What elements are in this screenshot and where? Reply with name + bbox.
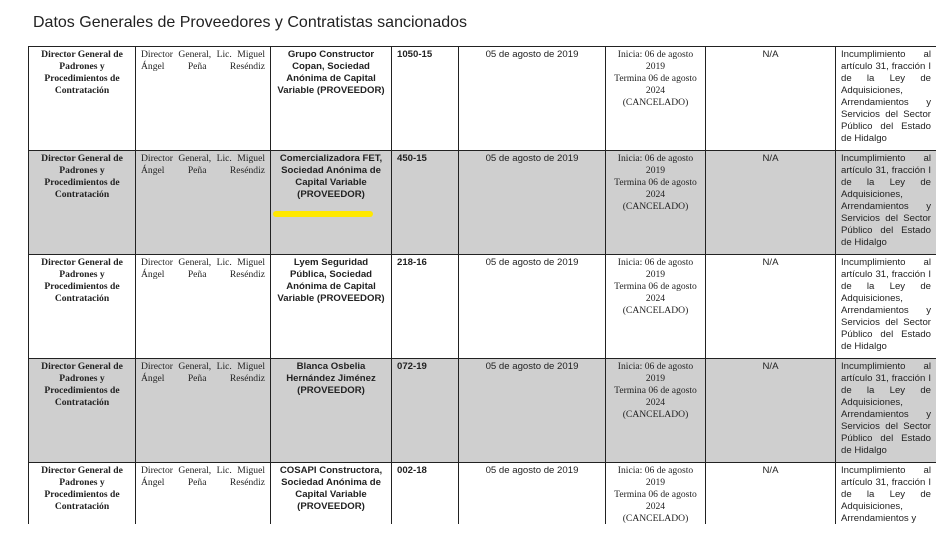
file-number: 072-19 [397, 361, 427, 372]
period-end: Termina 06 de agosto 2024 [614, 489, 697, 512]
file-number-cell: 072-19 [391, 358, 459, 463]
authority-text: Director General de Padrones y Procedimi… [41, 257, 123, 304]
company-cell: Grupo Constructor Copan, Sociedad Anónim… [270, 46, 392, 151]
sanctions-table-container: Director General de Padrones y Procedimi… [28, 46, 936, 524]
period-status: (CANCELADO) [622, 513, 689, 524]
period-start: Inicia: 06 de agosto 2019 [617, 153, 694, 176]
period-end: Termina 06 de agosto 2024 [614, 385, 697, 408]
period-cell: Inicia: 06 de agosto 2019 Termina 06 de a… [605, 358, 706, 463]
amount-cell: N/A [705, 254, 836, 359]
company-text: Grupo Constructor Copan, Sociedad Anónim… [277, 49, 385, 96]
date-cell: 05 de agosto de 2019 [458, 358, 606, 463]
official-cell: Director General, Lic. Miguel Ángel Peña… [135, 462, 271, 524]
company-cell: Comercializadora FET, Sociedad Anónima d… [270, 150, 392, 255]
authority-cell: Director General de Padrones y Procedimi… [28, 462, 136, 524]
file-number-cell: 1050-15 [391, 46, 459, 151]
table-row: Director General de Padrones y Procedimi… [28, 46, 936, 151]
amount: N/A [762, 153, 779, 164]
file-number: 450-15 [397, 153, 427, 164]
company-text: Blanca Osbelia Hernández Jiménez (PROVEE… [286, 361, 376, 396]
reason-text: Incumplimiento al artículo 31, fracción … [841, 257, 931, 352]
period-start: Inicia: 06 de agosto 2019 [617, 361, 694, 384]
company-text: Comercializadora FET, Sociedad Anónima d… [279, 153, 383, 200]
reason-cell: Incumplimiento al artículo 31, fracción … [835, 46, 936, 151]
official-cell: Director General, Lic. Miguel Ángel Peña… [135, 150, 271, 255]
date-cell: 05 de agosto de 2019 [458, 150, 606, 255]
amount-cell: N/A [705, 150, 836, 255]
period-status: (CANCELADO) [622, 409, 689, 420]
company-text: COSAPI Constructora, Sociedad Anónima de… [279, 465, 383, 512]
company-text: Lyem Seguridad Pública, Sociedad Anónima… [277, 257, 385, 304]
reason-cell: Incumplimiento al artículo 31, fracción … [835, 358, 936, 463]
period-end: Termina 06 de agosto 2024 [614, 177, 697, 200]
amount: N/A [762, 361, 779, 372]
table-row: Director General de Padrones y Procedimi… [28, 358, 936, 463]
table-row: Director General de Padrones y Procedimi… [28, 254, 936, 359]
resolution-date: 05 de agosto de 2019 [485, 465, 579, 476]
official-text: Director General, Lic. Miguel Ángel Peña… [141, 49, 265, 72]
date-cell: 05 de agosto de 2019 [458, 462, 606, 524]
period-cell: Inicia: 06 de agosto 2019 Termina 06 de a… [605, 46, 706, 151]
authority-cell: Director General de Padrones y Procedimi… [28, 254, 136, 359]
authority-cell: Director General de Padrones y Procedimi… [28, 150, 136, 255]
official-cell: Director General, Lic. Miguel Ángel Peña… [135, 46, 271, 151]
file-number-cell: 218-16 [391, 254, 459, 359]
file-number: 1050-15 [397, 49, 433, 60]
reason-text: Incumplimiento al artículo 31, fracción … [841, 153, 931, 248]
sanctions-table: Director General de Padrones y Procedimi… [28, 46, 936, 524]
reason-cell: Incumplimiento al artículo 31, fracción … [835, 254, 936, 359]
amount: N/A [762, 257, 779, 268]
file-number: 002-18 [397, 465, 427, 476]
authority-text: Director General de Padrones y Procedimi… [41, 465, 123, 512]
resolution-date: 05 de agosto de 2019 [485, 257, 579, 268]
period-start: Inicia: 06 de agosto 2019 [617, 465, 694, 488]
reason-text: Incumplimiento al artículo 31, fracción … [841, 465, 931, 524]
official-cell: Director General, Lic. Miguel Ángel Peña… [135, 254, 271, 359]
authority-cell: Director General de Padrones y Procedimi… [28, 358, 136, 463]
company-cell: Blanca Osbelia Hernández Jiménez (PROVEE… [270, 358, 392, 463]
reason-text: Incumplimiento al artículo 31, fracción … [841, 49, 931, 144]
date-cell: 05 de agosto de 2019 [458, 254, 606, 359]
company-cell: COSAPI Constructora, Sociedad Anónima de… [270, 462, 392, 524]
period-status: (CANCELADO) [622, 97, 689, 108]
official-text: Director General, Lic. Miguel Ángel Peña… [141, 465, 265, 488]
period-status: (CANCELADO) [622, 201, 689, 212]
period-cell: Inicia: 06 de agosto 2019 Termina 06 de a… [605, 150, 706, 255]
amount-cell: N/A [705, 46, 836, 151]
table-row: Director General de Padrones y Procedimi… [28, 462, 936, 524]
page-title: Datos Generales de Proveedores y Contrat… [33, 14, 468, 31]
period-start: Inicia: 06 de agosto 2019 [617, 257, 694, 280]
resolution-date: 05 de agosto de 2019 [485, 153, 579, 164]
company-cell: Lyem Seguridad Pública, Sociedad Anónima… [270, 254, 392, 359]
file-number-cell: 002-18 [391, 462, 459, 524]
reason-cell: Incumplimiento al artículo 31, fracción … [835, 150, 936, 255]
resolution-date: 05 de agosto de 2019 [485, 49, 579, 60]
official-cell: Director General, Lic. Miguel Ángel Peña… [135, 358, 271, 463]
authority-text: Director General de Padrones y Procedimi… [41, 153, 123, 200]
amount-cell: N/A [705, 462, 836, 524]
file-number-cell: 450-15 [391, 150, 459, 255]
official-text: Director General, Lic. Miguel Ángel Peña… [141, 257, 265, 280]
period-end: Termina 06 de agosto 2024 [614, 73, 697, 96]
date-cell: 05 de agosto de 2019 [458, 46, 606, 151]
authority-cell: Director General de Padrones y Procedimi… [28, 46, 136, 151]
amount: N/A [762, 49, 779, 60]
official-text: Director General, Lic. Miguel Ángel Peña… [141, 153, 265, 176]
period-end: Termina 06 de agosto 2024 [614, 281, 697, 304]
authority-text: Director General de Padrones y Procedimi… [41, 361, 123, 408]
period-cell: Inicia: 06 de agosto 2019 Termina 06 de a… [605, 254, 706, 359]
highlighter-mark [273, 211, 373, 217]
period-status: (CANCELADO) [622, 305, 689, 316]
period-cell: Inicia: 06 de agosto 2019 Termina 06 de a… [605, 462, 706, 524]
official-text: Director General, Lic. Miguel Ángel Peña… [141, 361, 265, 384]
table-row: Director General de Padrones y Procedimi… [28, 150, 936, 255]
reason-text: Incumplimiento al artículo 31, fracción … [841, 361, 931, 456]
amount: N/A [762, 465, 779, 476]
period-start: Inicia: 06 de agosto 2019 [617, 49, 694, 72]
amount-cell: N/A [705, 358, 836, 463]
authority-text: Director General de Padrones y Procedimi… [41, 49, 123, 96]
resolution-date: 05 de agosto de 2019 [485, 361, 579, 372]
file-number: 218-16 [397, 257, 427, 268]
reason-cell: Incumplimiento al artículo 31, fracción … [835, 462, 936, 524]
